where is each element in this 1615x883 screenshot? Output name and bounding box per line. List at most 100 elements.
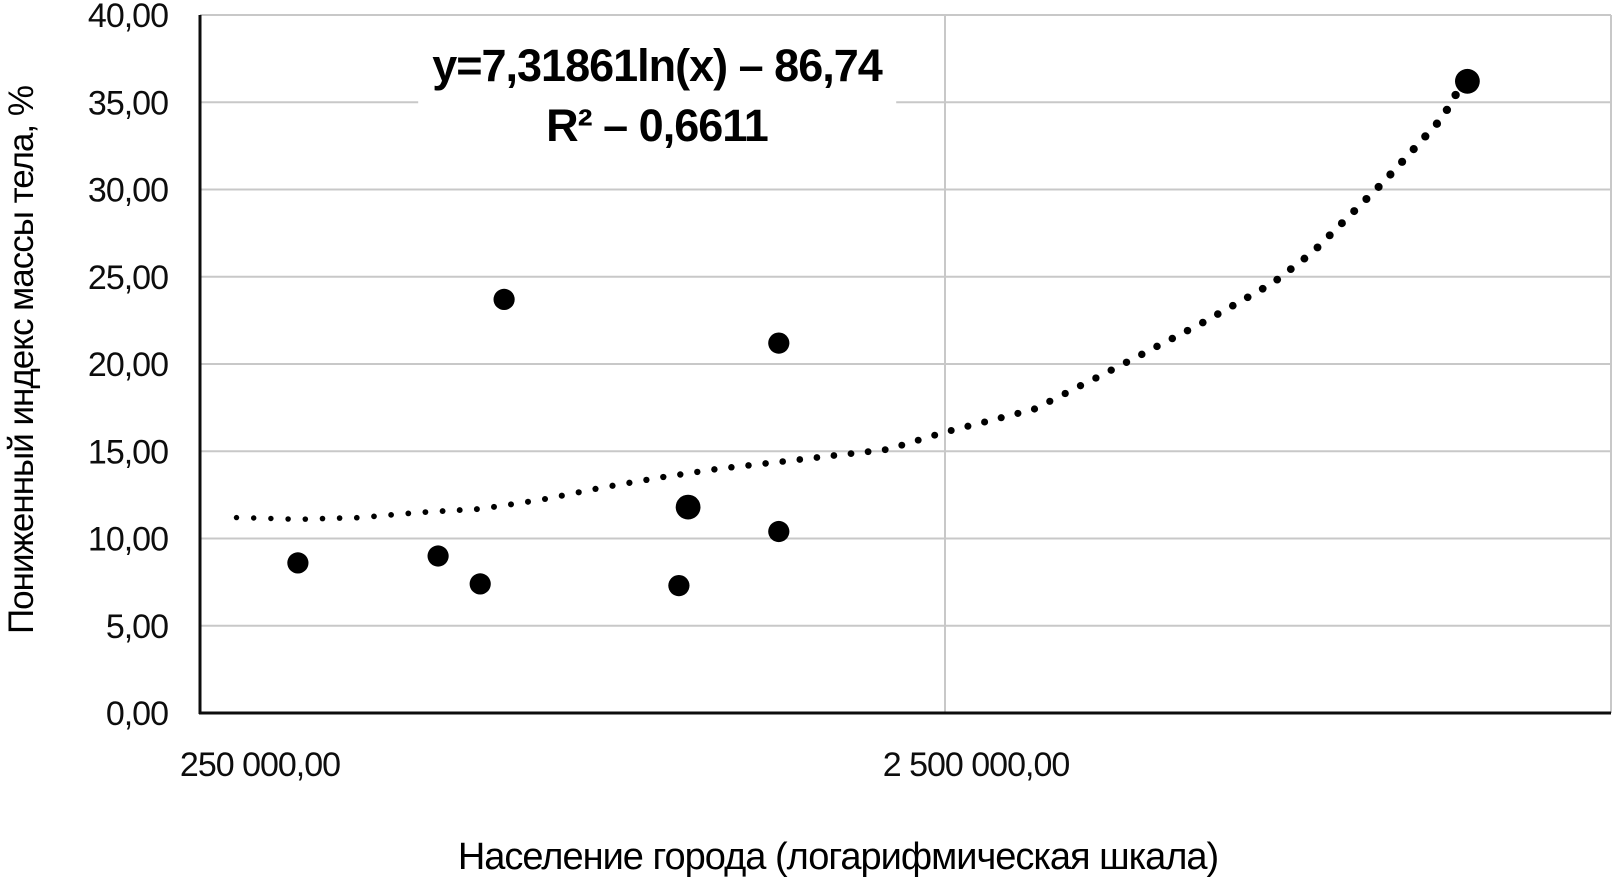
trendline-dot: [1092, 374, 1100, 382]
trendline-dot: [609, 482, 616, 489]
trendline-dot: [319, 515, 326, 522]
trendline-dot: [388, 512, 394, 518]
y-tick-label: 5,00: [106, 608, 168, 646]
x-tick-label: 250 000,00: [180, 746, 340, 784]
y-tick-label: 35,00: [88, 84, 168, 122]
x-axis-title: Население города (логарифмическая шкала): [457, 836, 1219, 878]
trendline-dot: [964, 422, 972, 430]
trendline-dot: [847, 450, 855, 457]
y-tick-label: 25,00: [88, 259, 168, 297]
y-tick-label: 30,00: [88, 172, 168, 210]
trendline-dot: [285, 516, 291, 522]
scatter-point: [493, 288, 515, 310]
trendline-dot: [1183, 326, 1192, 335]
scatter-point: [1455, 68, 1480, 94]
trendline-dot: [508, 501, 514, 508]
scatter-series: [287, 68, 1480, 597]
trendline-dot: [371, 513, 377, 520]
trendline-dot: [1014, 409, 1022, 417]
trendline-dot: [1258, 284, 1267, 293]
trendline-dot: [830, 452, 838, 459]
r-squared-line: R² – 0,6611: [546, 100, 769, 151]
trendline-dot: [491, 503, 497, 510]
trendline-dot: [1046, 397, 1054, 405]
trendline-dot: [898, 441, 906, 449]
y-tick-labels: 0,00 5,00 10,00 15,00 20,00 25,00 30,00 35,00 40…: [88, 0, 169, 733]
trendline-dot: [728, 464, 735, 471]
scatter-point: [469, 573, 491, 595]
scatter-point: [427, 545, 449, 567]
scatter-point: [668, 575, 690, 597]
trendline-dot: [456, 507, 463, 514]
trendline-dot: [1421, 132, 1430, 141]
trendline-dot: [592, 485, 599, 492]
trendline-equation-box: y=7,31861ln(x) – 86,74 R² – 0,6611: [418, 36, 896, 156]
gridlines: [200, 14, 1612, 713]
trendline-dot: [947, 427, 955, 434]
y-tick-label: 15,00: [88, 433, 168, 471]
trendline-dot: [745, 462, 752, 469]
trendline-dot: [1451, 90, 1460, 100]
trendline-dot: [1228, 301, 1237, 310]
trendline-dot: [250, 515, 257, 521]
trendline-dot: [1168, 334, 1177, 343]
trendline-dot: [524, 498, 532, 505]
y-tick-label: 10,00: [88, 521, 168, 559]
equation-line: y=7,31861ln(x) – 86,74: [432, 40, 883, 91]
trendline-dot: [1325, 231, 1334, 240]
trendline-dot: [558, 492, 565, 499]
trendline-dot: [1386, 170, 1395, 179]
trendline-dot: [1061, 389, 1069, 398]
trendline-dot: [1409, 145, 1418, 154]
trendline: [233, 77, 1472, 522]
trendline-dot: [1362, 194, 1371, 204]
trendline-dot: [405, 510, 412, 517]
trendline-dot: [1153, 342, 1161, 351]
trendline-dot: [541, 495, 549, 503]
trendline-dot: [626, 479, 633, 486]
trendline-dot: [336, 515, 343, 521]
y-tick-label: 0,00: [106, 695, 168, 733]
trendline-dot: [762, 460, 769, 467]
trendline-dot: [1122, 358, 1131, 367]
scatter-point: [287, 552, 309, 574]
trendline-dot: [931, 431, 939, 439]
trendline-dot: [422, 509, 429, 516]
trendline-dot: [1273, 275, 1282, 284]
trendline-dot: [1213, 310, 1222, 318]
trendline-dot: [1138, 350, 1146, 359]
y-tick-label: 20,00: [88, 346, 168, 384]
trendline-dot: [575, 489, 582, 496]
trendline-dot: [1350, 207, 1359, 216]
trendline-dot: [694, 468, 701, 476]
x-tick-label: 2 500 000,00: [883, 746, 1070, 784]
trendline-dot: [813, 454, 821, 461]
trendline-dot: [233, 514, 240, 521]
scatter-point: [768, 520, 790, 543]
trendline-dot: [711, 466, 718, 473]
trendline-dot: [302, 516, 309, 522]
trendline-dot: [1313, 243, 1322, 252]
trendline-dot: [677, 471, 684, 478]
trendline-dot: [779, 458, 787, 465]
trendline-dot: [353, 514, 360, 521]
trendline-dot: [881, 446, 889, 454]
trendline-dot: [1030, 405, 1039, 413]
trendline-dot: [643, 476, 650, 484]
trendline-dot: [1076, 382, 1085, 390]
axes: [198, 15, 1611, 715]
trendline-dot: [914, 436, 922, 444]
x-tick-labels: 250 000,00 2 500 000,00: [180, 746, 1070, 784]
trendline-dot: [1107, 366, 1115, 374]
trendline-dot: [997, 414, 1005, 422]
trendline-dot: [796, 456, 804, 463]
trendline-dot: [1300, 254, 1309, 263]
trendline-dot: [1337, 219, 1346, 228]
trendline-dot: [268, 515, 274, 522]
trendline-dot: [473, 506, 480, 513]
trendline-dot: [1199, 318, 1207, 327]
scatter-point: [675, 494, 701, 520]
y-tick-label: 40,00: [88, 0, 168, 35]
